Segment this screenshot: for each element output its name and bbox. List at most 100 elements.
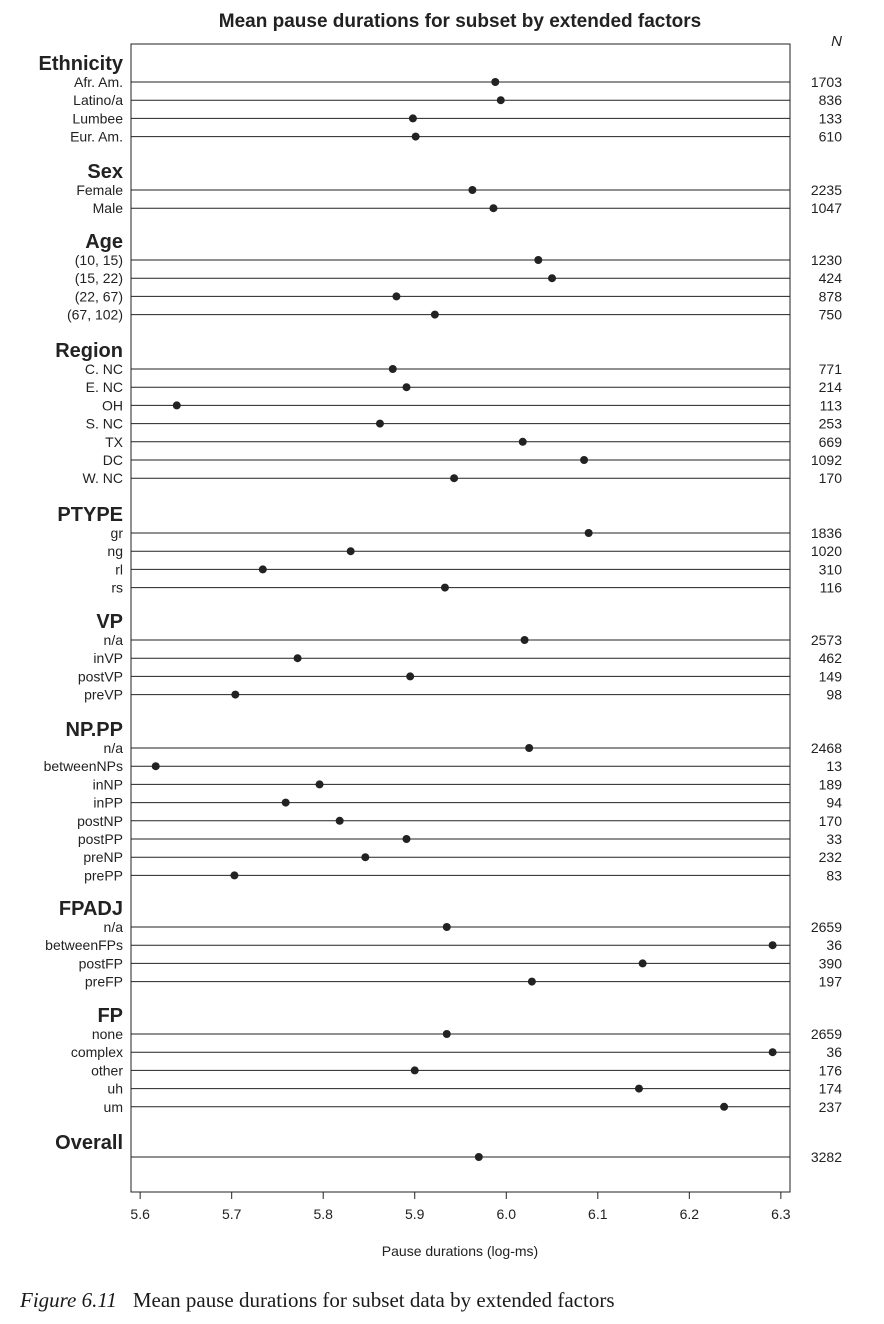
n-value-sex-male: 1047 [811, 200, 842, 216]
n-value-fp-none: 2659 [811, 1026, 842, 1042]
n-value-np-pp-inpp: 94 [826, 795, 842, 811]
row-label-age-67-102: (67, 102) [67, 307, 123, 323]
row-label-vp-postvp: postVP [78, 668, 123, 684]
x-tick-label-6-2: 6.2 [680, 1206, 700, 1222]
data-point-np-pp-prenp [361, 853, 370, 862]
n-value-region-dc: 1092 [811, 452, 842, 468]
row-label-vp-n-a: n/a [104, 632, 124, 648]
data-point-overall-overall [474, 1153, 483, 1161]
n-value-region-w-nc: 170 [819, 470, 843, 486]
data-point-np-pp-innp [315, 780, 324, 789]
n-value-fpadj-prefp: 197 [819, 974, 843, 990]
data-point-fpadj-postfp [638, 959, 647, 968]
group-label-vp: VP [96, 611, 123, 633]
n-value-vp-prevp: 98 [826, 687, 842, 703]
group-label-fpadj: FPADJ [59, 898, 123, 920]
row-label-region-e-nc: E. NC [86, 379, 123, 395]
data-point-np-pp-prepp [230, 871, 239, 880]
data-point-np-pp-betweennps [151, 762, 160, 771]
data-point-vp-n-a [520, 636, 529, 644]
data-point-ptype-ng [346, 547, 355, 556]
n-value-region-oh: 113 [820, 397, 843, 413]
row-label-ethnicity-afr-am: Afr. Am. [74, 74, 123, 90]
n-value-np-pp-n-a: 2468 [811, 740, 842, 756]
data-point-fp-none [442, 1030, 451, 1038]
row-label-fp-complex: complex [71, 1044, 123, 1060]
n-value-ethnicity-lumbee: 133 [819, 110, 843, 126]
group-label-np-pp: NP.PP [66, 719, 123, 741]
n-value-np-pp-innp: 189 [819, 776, 843, 792]
n-value-region-c-nc: 771 [819, 361, 843, 377]
row-label-region-s-nc: S. NC [86, 416, 123, 432]
n-value-vp-invp: 462 [819, 650, 843, 666]
n-value-region-e-nc: 214 [819, 379, 843, 395]
n-value-overall-overall: 3282 [811, 1149, 842, 1165]
row-label-ptype-gr: gr [111, 525, 124, 541]
chart-title: Mean pause durations for subset by exten… [219, 11, 702, 32]
data-point-age-15-22 [548, 274, 557, 283]
n-value-age-22-67: 878 [819, 288, 843, 304]
row-label-np-pp-inpp: inPP [93, 795, 123, 811]
group-label-ptype: PTYPE [57, 504, 123, 526]
n-value-ptype-ng: 1020 [811, 543, 842, 559]
figure-caption: Figure 6.11 Mean pause durations for subs… [20, 1288, 615, 1313]
data-point-np-pp-n-a [525, 744, 534, 752]
row-label-region-dc: DC [103, 452, 123, 468]
caption-text: Mean pause durations for subset data by … [132, 1288, 615, 1312]
data-point-ethnicity-latino-a [496, 96, 505, 105]
x-tick-label-6-0: 6.0 [497, 1206, 517, 1222]
n-value-fp-uh: 174 [819, 1081, 843, 1097]
row-label-region-oh: OH [102, 397, 123, 413]
row-label-sex-male: Male [93, 200, 124, 216]
n-value-fpadj-n-a: 2659 [811, 919, 842, 935]
row-label-vp-prevp: preVP [84, 687, 123, 703]
plot-frame [130, 43, 791, 1193]
data-point-ethnicity-eur-am [411, 132, 420, 141]
data-point-fp-um [720, 1102, 729, 1111]
x-tick-label-5-8: 5.8 [313, 1206, 333, 1222]
group-label-sex: Sex [87, 161, 123, 183]
data-point-ethnicity-afr-am [491, 78, 500, 86]
n-value-vp-n-a: 2573 [811, 632, 842, 648]
x-tick-label-5-7: 5.7 [222, 1206, 242, 1222]
row-label-ptype-rs: rs [111, 580, 123, 596]
n-value-ptype-rs: 116 [820, 580, 843, 596]
row-label-sex-female: Female [76, 182, 123, 198]
row-label-fpadj-n-a: n/a [104, 919, 124, 935]
data-point-region-e-nc [402, 383, 411, 392]
row-label-age-15-22: (15, 22) [75, 270, 123, 286]
row-label-fpadj-betweenfps: betweenFPs [45, 937, 123, 953]
n-value-age-10-15: 1230 [811, 252, 842, 268]
data-point-region-c-nc [388, 365, 397, 373]
data-point-fpadj-prefp [527, 977, 536, 986]
n-column-header: N [831, 33, 842, 50]
n-value-age-15-22: 424 [819, 270, 843, 286]
n-value-vp-postvp: 149 [819, 668, 843, 684]
data-point-ptype-rs [440, 583, 449, 592]
row-label-ethnicity-lumbee: Lumbee [72, 110, 123, 126]
data-point-fp-complex [768, 1048, 777, 1057]
data-point-np-pp-inpp [281, 798, 290, 807]
row-label-region-c-nc: C. NC [85, 361, 123, 377]
n-value-ethnicity-latino-a: 836 [819, 92, 843, 108]
data-point-sex-female [468, 186, 477, 194]
group-label-overall: Overall [55, 1132, 123, 1154]
x-tick-label-6-3: 6.3 [771, 1206, 791, 1222]
row-label-fp-other: other [91, 1062, 123, 1078]
data-point-ptype-gr [584, 529, 593, 537]
n-value-region-tx: 669 [819, 434, 843, 450]
n-value-ptype-gr: 1836 [811, 525, 842, 541]
n-value-np-pp-postpp: 33 [826, 831, 842, 847]
data-point-ethnicity-lumbee [408, 114, 417, 123]
data-point-region-tx [518, 437, 527, 446]
data-point-sex-male [489, 204, 498, 213]
group-label-age: Age [85, 231, 123, 253]
row-label-vp-invp: inVP [93, 650, 123, 666]
data-point-fpadj-n-a [442, 923, 451, 931]
x-tick-label-6-1: 6.1 [588, 1206, 608, 1222]
n-value-fp-other: 176 [819, 1062, 843, 1078]
row-label-fpadj-prefp: preFP [85, 974, 123, 990]
chart: Mean pause durations for subset by exten… [39, 11, 843, 1259]
row-label-fp-none: none [92, 1026, 123, 1042]
